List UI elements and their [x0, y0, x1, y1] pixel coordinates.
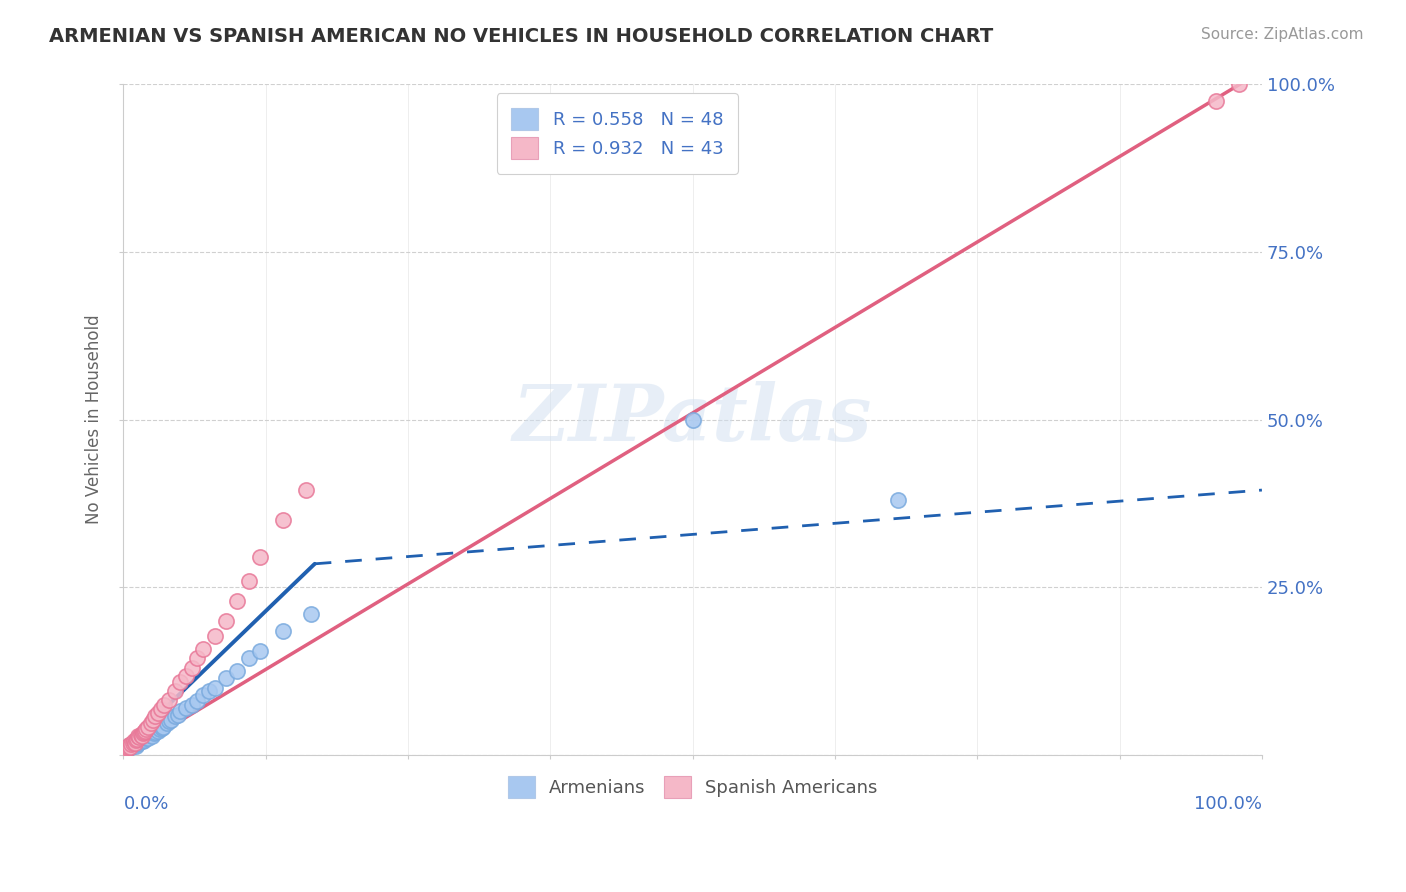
Point [174, 669, 197, 683]
Point [120, 739, 142, 754]
Point [122, 737, 145, 751]
Point [131, 729, 153, 743]
Point [226, 593, 249, 607]
Point [271, 624, 294, 638]
Point [156, 715, 179, 730]
Point [135, 731, 157, 746]
Point [249, 644, 271, 658]
Point [299, 607, 322, 621]
Point [146, 724, 169, 739]
Point [127, 737, 149, 751]
Point [163, 709, 186, 723]
Point [238, 650, 260, 665]
Point [134, 723, 156, 738]
Point [143, 725, 166, 739]
Point [143, 726, 166, 740]
Point [150, 702, 173, 716]
Point [124, 736, 146, 750]
Point [115, 741, 138, 756]
Point [191, 642, 214, 657]
Point [143, 709, 166, 723]
Point [129, 728, 152, 742]
Point [226, 664, 249, 678]
Point [138, 720, 160, 734]
Point [153, 698, 176, 712]
Text: ARMENIAN VS SPANISH AMERICAN NO VEHICLES IN HOUSEHOLD CORRELATION CHART: ARMENIAN VS SPANISH AMERICAN NO VEHICLES… [49, 27, 994, 45]
Point [174, 701, 197, 715]
Point [186, 650, 208, 665]
Point [114, 745, 136, 759]
Point [160, 713, 183, 727]
Point [127, 729, 149, 743]
Point [169, 675, 191, 690]
Point [150, 721, 173, 735]
Point [152, 720, 174, 734]
Point [124, 736, 146, 750]
Point [142, 713, 165, 727]
Point [122, 734, 145, 748]
Point [120, 739, 142, 754]
Point [121, 739, 143, 753]
Point [163, 684, 186, 698]
Point [682, 412, 704, 426]
Point [238, 574, 260, 588]
Point [157, 714, 180, 729]
Point [118, 741, 141, 756]
Point [146, 706, 169, 721]
Point [132, 733, 155, 747]
Point [157, 693, 180, 707]
Point [115, 741, 138, 756]
Point [117, 739, 139, 754]
Point [120, 738, 142, 752]
Point [294, 483, 316, 497]
Point [180, 698, 202, 712]
Point [180, 661, 202, 675]
Point [204, 681, 226, 695]
Point [139, 728, 162, 742]
Point [191, 688, 214, 702]
Point [271, 513, 294, 527]
Point [1227, 78, 1250, 92]
Point [141, 729, 163, 743]
Point [135, 723, 157, 737]
Point [121, 736, 143, 750]
Point [204, 629, 226, 643]
Text: 100.0%: 100.0% [1194, 795, 1263, 814]
Point [120, 737, 142, 751]
Point [127, 736, 149, 750]
Point [132, 734, 155, 748]
Point [215, 614, 238, 628]
Point [128, 731, 150, 745]
Y-axis label: No Vehicles in Household: No Vehicles in Household [86, 315, 103, 524]
Point [249, 550, 271, 565]
Point [198, 684, 221, 698]
Point [138, 731, 160, 746]
Point [149, 723, 172, 737]
Point [118, 738, 141, 752]
Point [114, 745, 136, 759]
Point [125, 733, 148, 747]
Point [139, 715, 162, 730]
Point [129, 734, 152, 748]
Point [132, 726, 155, 740]
Point [132, 725, 155, 739]
Point [1205, 94, 1227, 108]
Point [186, 694, 208, 708]
Point [167, 707, 190, 722]
Text: Source: ZipAtlas.com: Source: ZipAtlas.com [1201, 27, 1364, 42]
Point [114, 742, 136, 756]
Legend: Armenians, Spanish Americans: Armenians, Spanish Americans [494, 762, 891, 813]
Point [131, 733, 153, 747]
Point [215, 671, 238, 685]
Point [136, 729, 159, 743]
Text: ZIPatlas: ZIPatlas [513, 382, 872, 458]
Point [169, 704, 191, 718]
Point [127, 731, 149, 746]
Point [125, 739, 148, 753]
Point [114, 742, 136, 756]
Text: 0.0%: 0.0% [124, 795, 169, 814]
Point [886, 493, 908, 508]
Point [117, 739, 139, 754]
